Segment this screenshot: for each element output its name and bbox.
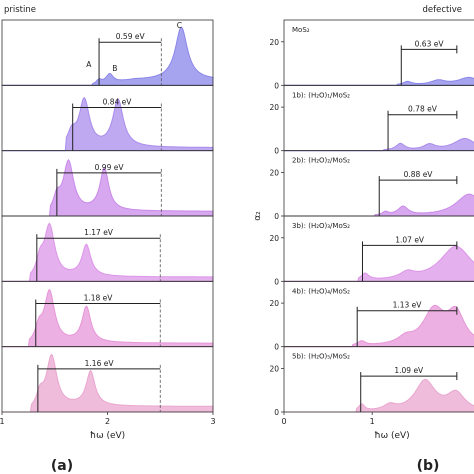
defective-x-tick-label-0: 0 [281,417,286,426]
defective-panel-frame-6 [283,346,474,413]
panel-label-b: (b) [417,458,440,474]
defective-y-tick-label-6-0: 0 [274,408,279,417]
peak-label-c: C [177,21,182,30]
defective-panel-name-4: 3b): (H₂O)₃/MoS₂ [292,222,350,230]
defective-y-axis-label: α₂ [253,211,263,221]
pristine-gap-label-5: 1.18 eV [84,294,114,303]
defective-gap-label-5: 1.13 eV [393,301,423,310]
pristine-spectrum-5 [1,288,214,348]
defective-y-tick-label-4-0: 0 [274,277,279,286]
pristine-gap-label-6: 1.16 eV [85,359,115,368]
pristine-gap-label-3: 0.99 eV [95,163,125,172]
defective-chart: defective α₂ 0 20 MoS₂ 0.63 eV 0 20 1b): (H₂O)₁/… [253,5,474,474]
defective-title: defective [423,5,462,15]
defective-y-tick-label-5-20: 20 [269,299,279,308]
defective-gap-label-4: 1.07 eV [395,235,425,244]
defective-panel-name-2: 1b): (H₂O)₁/MoS₂ [292,91,350,99]
defective-gap-label-3: 0.88 eV [404,170,434,179]
defective-y-tick-label-3-20: 20 [269,168,279,177]
defective-panel-name-5: 4b): (H₂O)₄/MoS₂ [292,287,350,295]
pristine-gap-label-1: 0.59 eV [116,32,146,41]
defective-spectrum-1 [283,76,474,86]
defective-spectrum-2 [283,137,474,152]
defective-y-tick-label-3-0: 0 [274,212,279,221]
defective-gap-label-1: 0.63 eV [415,39,445,48]
defective-panel-name-1: MoS₂ [292,26,310,34]
pristine-chart: pristine 0.59 eV A B C 0.84 eV 0.99 eV 1.17 eV 1… [0,5,216,474]
peak-label-a: A [86,60,92,69]
pristine-gap-label-4: 1.17 eV [84,228,114,237]
defective-y-tick-label-4-20: 20 [269,234,279,243]
defective-spectrum-6 [284,379,474,413]
defective-y-tick-label-2-0: 0 [274,147,279,156]
defective-y-tick-label-5-0: 0 [274,343,279,352]
defective-gap-label-2: 0.78 eV [408,105,438,114]
pristine-spectrum-1 [1,26,214,86]
pristine-x-tick-label-2: 2 [105,417,110,426]
pristine-x-tick-label-1: 1 [0,417,5,426]
defective-gap-label-6: 1.09 eV [394,366,424,375]
defective-x-tick-label-1: 1 [370,417,375,426]
defective-spectrum-5 [283,304,474,348]
defective-y-tick-label-1-20: 20 [269,38,279,47]
defective-panel-name-6: 5b): (H₂O)₅/MoS₂ [292,353,350,361]
pristine-title: pristine [4,5,36,15]
pristine-x-tick-label-3: 3 [210,417,215,426]
pristine-x-axis-label: ħω (eV) [90,431,125,441]
peak-label-b: B [112,64,117,73]
defective-y-tick-label-2-20: 20 [269,103,279,112]
defective-y-tick-label-1-0: 0 [274,81,279,90]
defective-panel-name-3: 2b): (H₂O)₂/MoS₂ [292,157,350,165]
defective-spectrum-4 [283,245,474,282]
defective-y-tick-label-6-20: 20 [269,364,279,373]
defective-panel-frame-1 [283,19,474,86]
panel-label-a: (a) [51,458,73,474]
defective-x-axis-label: ħω (eV) [374,431,409,441]
pristine-gap-label-2: 0.84 eV [103,98,133,107]
